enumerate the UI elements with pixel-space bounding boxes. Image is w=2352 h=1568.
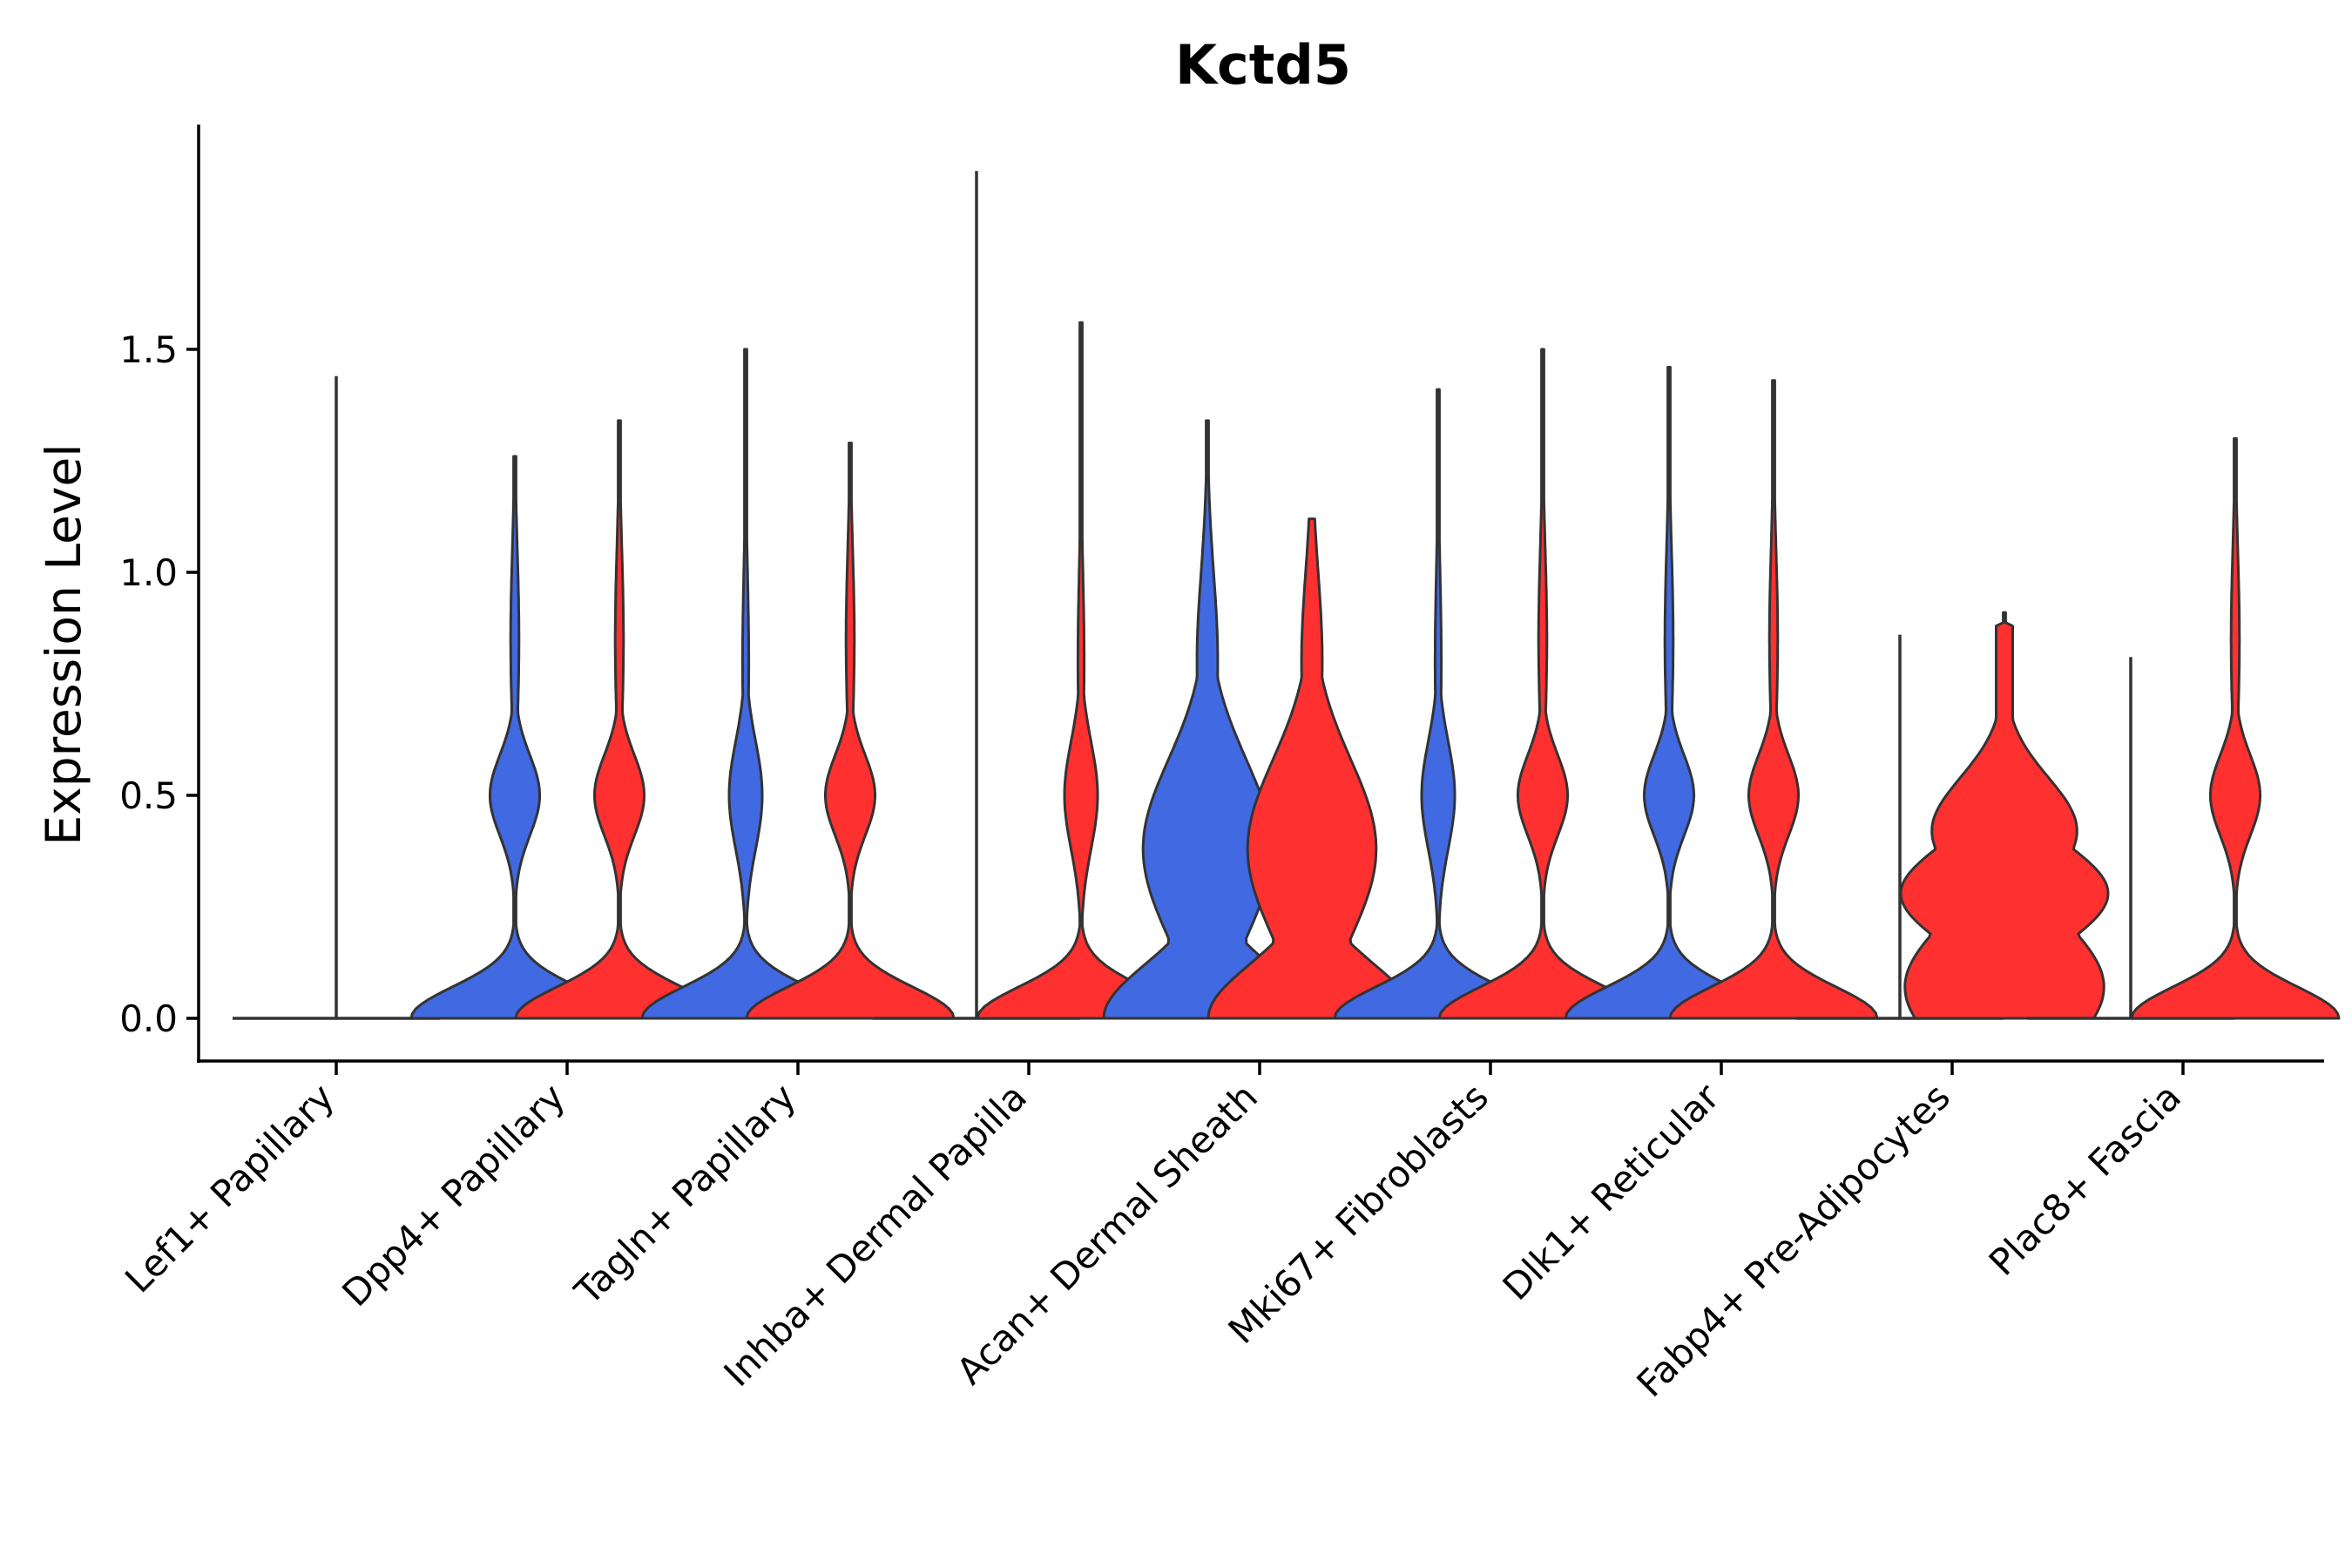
violin-red [745, 442, 956, 1020]
y-tick-label: 1.0 [119, 551, 178, 594]
chart-title: Kctd5 [1175, 33, 1351, 97]
violin-red [976, 321, 1186, 1020]
x-tick-label: Tagln+ Papillary [566, 1075, 804, 1313]
violin-group [1796, 611, 2110, 1020]
x-tick-label: Lef1+ Papillary [117, 1075, 342, 1301]
y-tick-label: 1.5 [119, 328, 178, 371]
x-tick-label: Dpp4+ Papillary [334, 1075, 573, 1315]
y-axis-label: Expression Level [36, 443, 91, 845]
violin-blue [1564, 366, 1774, 1020]
violin-blue [409, 455, 620, 1020]
violin-red [2130, 436, 2341, 1020]
violin-red [1899, 611, 2110, 1020]
violin-group [2027, 436, 2341, 1020]
violin-red [1437, 348, 1648, 1020]
violin-group [1333, 348, 1648, 1020]
violin-group [233, 375, 440, 1020]
x-tick-label: Dlk1+ Reticular [1495, 1075, 1728, 1308]
violin-blue [640, 348, 851, 1020]
violin-group [640, 348, 956, 1020]
violin-blue [1333, 388, 1544, 1020]
plot-area [233, 171, 2341, 1020]
x-tick-label: Plac8+ Fascia [1981, 1075, 2189, 1283]
violin-red [1668, 379, 1879, 1020]
y-tick-label: 0.0 [119, 997, 178, 1040]
y-tick-label: 0.5 [119, 774, 178, 817]
violin-group [1564, 366, 1879, 1020]
violin-red [514, 419, 725, 1020]
violin-group [1102, 419, 1417, 1020]
violin-red [1206, 517, 1417, 1020]
x-tick-label: Mki67+ Fibroblasts [1220, 1075, 1497, 1351]
y-ticks: 0.0 0.5 1.0 1.5 [119, 328, 199, 1040]
violin-group [873, 171, 1186, 1020]
violin-group [409, 419, 725, 1020]
